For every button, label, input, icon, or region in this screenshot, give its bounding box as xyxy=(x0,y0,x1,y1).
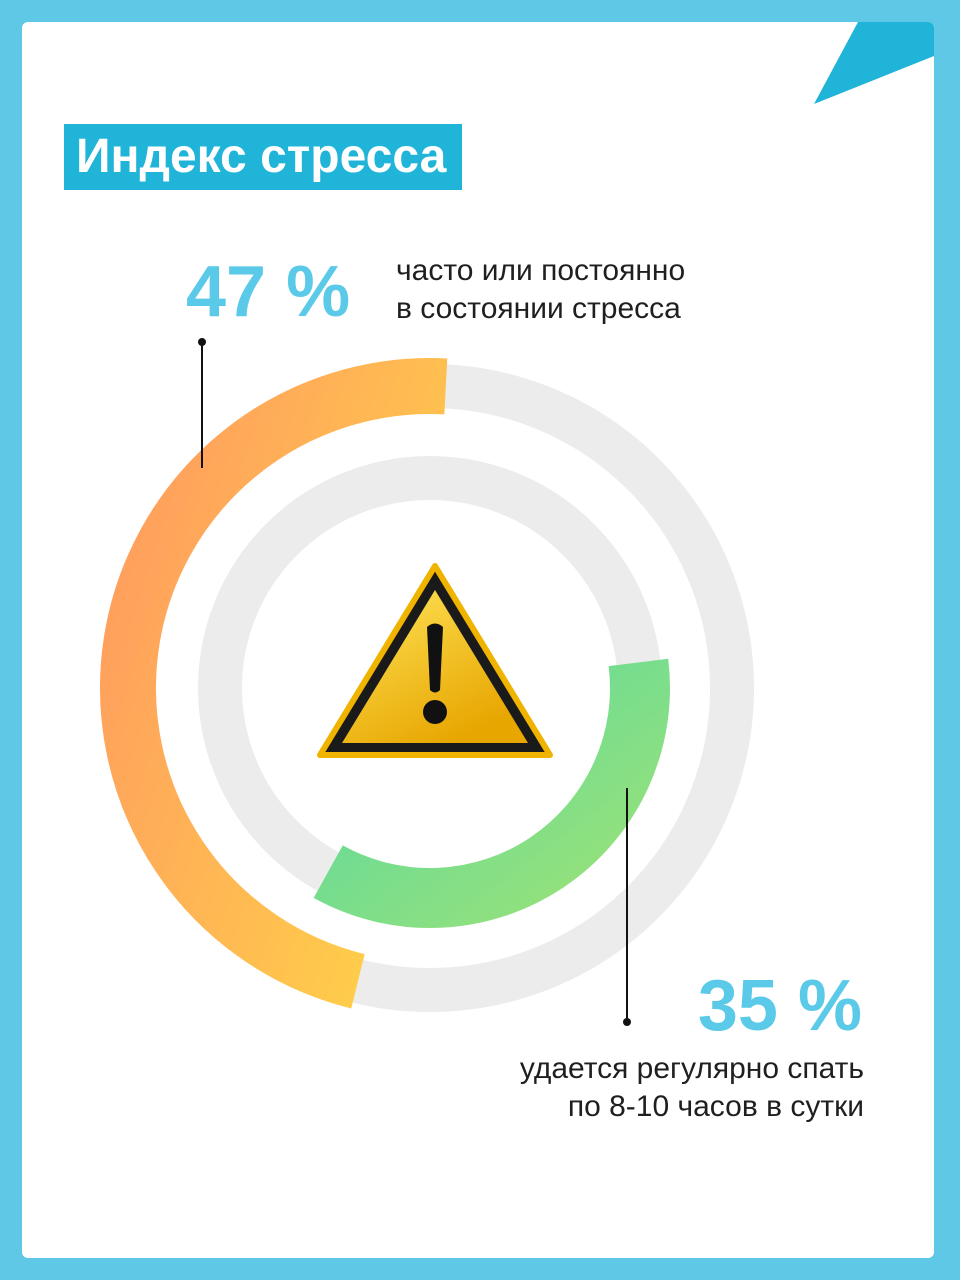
stat-value-stress: 47 % xyxy=(186,252,351,332)
stat-value-sleep: 35 % xyxy=(697,966,862,1046)
stat-caption-stress-line2: в состоянии стресса xyxy=(396,292,681,325)
callout-line-35 xyxy=(623,788,631,1026)
stat-caption-sleep-line2: по 8-10 часов в сутки xyxy=(567,1090,864,1123)
infographic-card: Индекс стресса xyxy=(22,22,934,1258)
stat-caption-sleep: удается регулярно спать по 8-10 часов в … xyxy=(520,1050,864,1126)
stat-caption-stress: часто или постоянно в состоянии стресса xyxy=(396,252,685,328)
title-banner: Индекс стресса xyxy=(64,124,463,190)
inner-ring-value-arc xyxy=(313,658,670,928)
callout-line-47 xyxy=(198,338,206,468)
corner-accent xyxy=(814,22,934,104)
outer-ring-value-arc xyxy=(99,358,448,1009)
donut-chart xyxy=(99,338,754,1026)
stat-caption-sleep-line1: удается регулярно спать xyxy=(519,1052,864,1085)
warning-triangle-icon xyxy=(317,563,553,758)
stat-caption-stress-line1: часто или постоянно xyxy=(396,254,686,287)
page-title: Индекс стресса xyxy=(76,130,447,183)
